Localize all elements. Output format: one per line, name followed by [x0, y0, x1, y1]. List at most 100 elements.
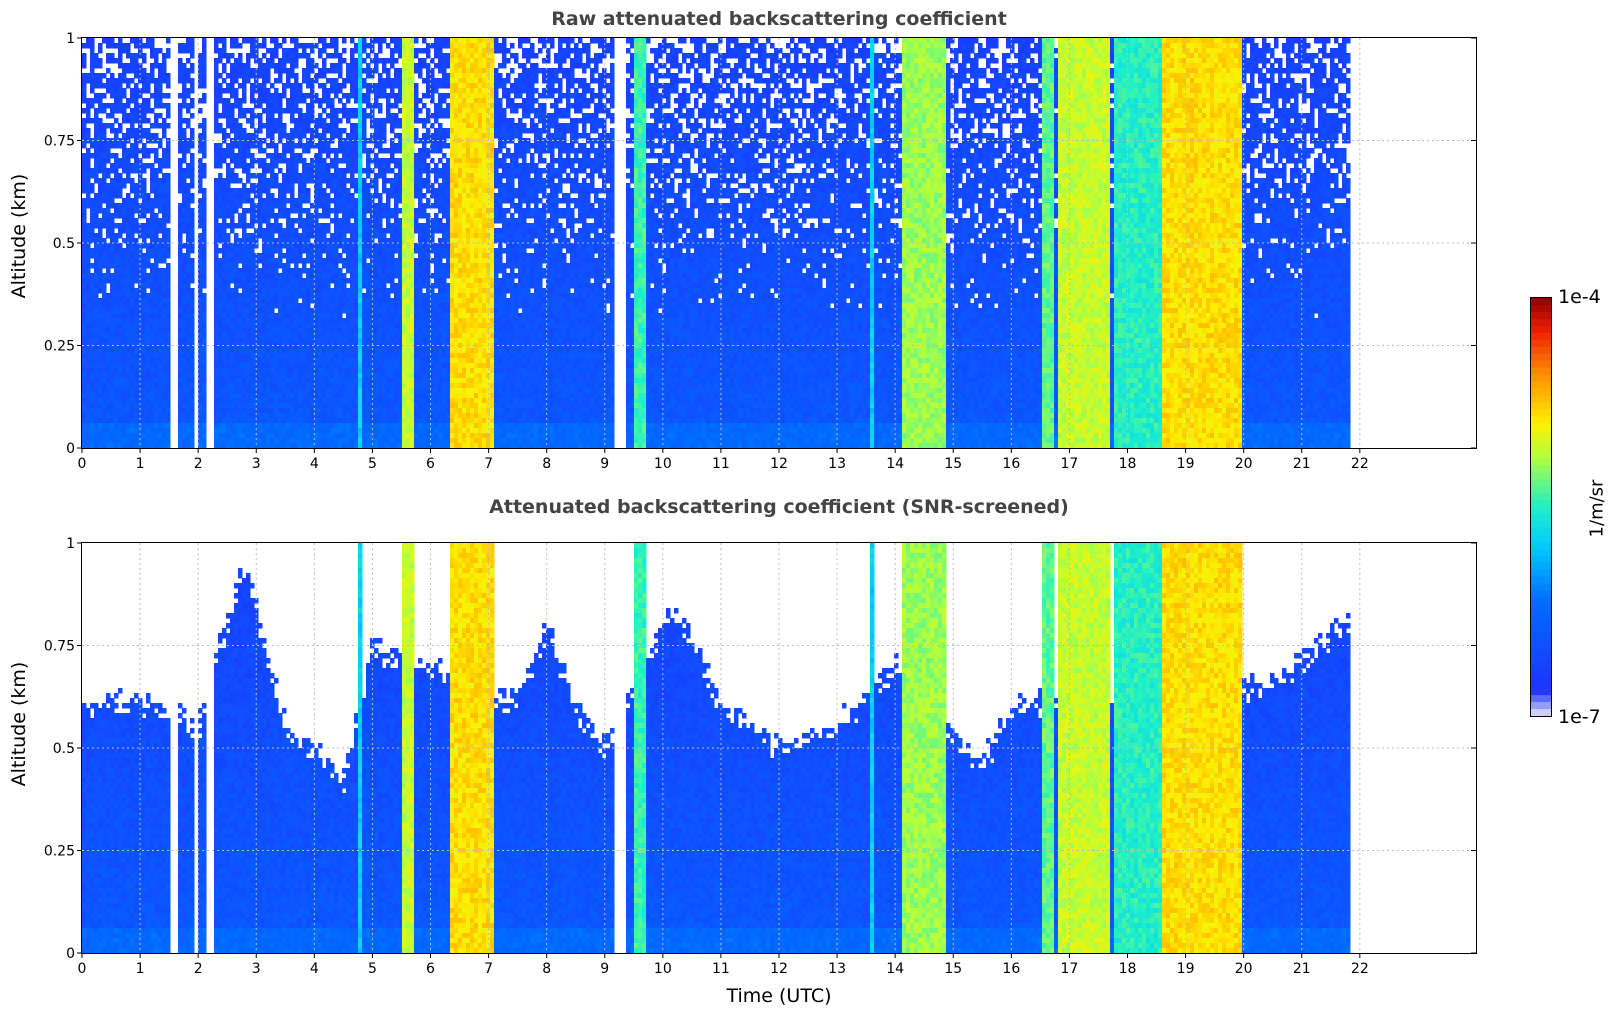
- heatmap-cell: [298, 158, 303, 164]
- heatmap-cell: [274, 123, 279, 129]
- heatmap-cell: [158, 248, 163, 254]
- heatmap-cell: [266, 228, 271, 234]
- heatmap-cell: [114, 248, 119, 254]
- heatmap-cell: [358, 58, 363, 64]
- heatmap-cell: [106, 373, 111, 379]
- heatmap-cell: [218, 98, 223, 104]
- heatmap-cell: [374, 443, 379, 448]
- heatmap-cell: [374, 123, 379, 129]
- heatmap-cell: [302, 168, 307, 174]
- heatmap-cell: [234, 303, 239, 309]
- heatmap-cell: [218, 208, 223, 214]
- heatmap-cell: [294, 343, 299, 349]
- heatmap-cell: [114, 358, 119, 364]
- heatmap-cell: [362, 93, 367, 99]
- heatmap-cell: [346, 153, 351, 159]
- heatmap-cell: [222, 423, 227, 429]
- heatmap-cell: [102, 393, 107, 399]
- heatmap-cell: [222, 273, 227, 279]
- heatmap-cell: [130, 298, 135, 304]
- heatmap-cell: [290, 363, 295, 369]
- heatmap-cell: [334, 308, 339, 314]
- heatmap-cell: [158, 323, 163, 329]
- heatmap-cell: [270, 383, 275, 389]
- heatmap-cell: [218, 423, 223, 429]
- heatmap-cell: [238, 303, 243, 309]
- heatmap-cell: [362, 298, 367, 304]
- heatmap-cell: [138, 303, 143, 309]
- heatmap-cell: [146, 383, 151, 389]
- heatmap-cell: [286, 353, 291, 359]
- heatmap-cell: [142, 113, 147, 119]
- heatmap-cell: [298, 403, 303, 409]
- heatmap-cell: [238, 203, 243, 209]
- heatmap-cell: [238, 128, 243, 134]
- heatmap-cell: [146, 413, 151, 419]
- heatmap-cell: [294, 158, 299, 164]
- heatmap-cell: [154, 418, 159, 424]
- heatmap-cell: [354, 428, 359, 434]
- heatmap-cell: [90, 63, 95, 69]
- heatmap-cell: [122, 138, 127, 144]
- heatmap-cell: [134, 153, 139, 159]
- heatmap-cell: [270, 83, 275, 89]
- heatmap-cell: [162, 323, 167, 329]
- heatmap-cell: [342, 48, 347, 54]
- heatmap-cell: [286, 53, 291, 59]
- heatmap-cell: [118, 43, 123, 49]
- heatmap-cell: [358, 423, 363, 429]
- heatmap-cell: [82, 353, 87, 359]
- heatmap-cell: [362, 433, 367, 439]
- heatmap-cell: [302, 233, 307, 239]
- heatmap-cell: [182, 383, 187, 389]
- heatmap-cell: [190, 38, 195, 44]
- heatmap-cell: [370, 253, 375, 259]
- heatmap-cell: [154, 433, 159, 439]
- heatmap-cell: [162, 308, 167, 314]
- heatmap-cell: [94, 128, 99, 134]
- heatmap-cell: [158, 193, 163, 199]
- heatmap-cell: [190, 418, 195, 424]
- heatmap-cell: [90, 183, 95, 189]
- heatmap-cell: [270, 363, 275, 369]
- heatmap-cell: [106, 303, 111, 309]
- heatmap-cell: [274, 88, 279, 94]
- heatmap-cell: [370, 203, 375, 209]
- heatmap-cell: [102, 293, 107, 299]
- heatmap-cell: [258, 383, 263, 389]
- heatmap-cell: [150, 208, 155, 214]
- heatmap-cell: [282, 48, 287, 54]
- heatmap-cell: [302, 423, 307, 429]
- heatmap-cell: [326, 178, 331, 184]
- heatmap-cell: [342, 228, 347, 234]
- heatmap-cell: [134, 228, 139, 234]
- heatmap-cell: [114, 58, 119, 64]
- heatmap-cell: [130, 438, 135, 444]
- heatmap-cell: [294, 398, 299, 404]
- heatmap-cell: [354, 248, 359, 254]
- panel-1-plot-area: [81, 37, 1477, 449]
- heatmap-cell: [150, 38, 155, 44]
- heatmap-cell: [274, 373, 279, 379]
- heatmap-cell: [190, 223, 195, 229]
- heatmap-cell: [94, 423, 99, 429]
- heatmap-cell: [322, 223, 327, 229]
- heatmap-cell: [86, 223, 91, 229]
- heatmap-cell: [250, 163, 255, 169]
- heatmap-cell: [242, 143, 247, 149]
- heatmap-cell: [110, 438, 115, 444]
- heatmap-cell: [278, 318, 283, 324]
- heatmap-cell: [178, 308, 183, 314]
- heatmap-cell: [330, 53, 335, 59]
- heatmap-cell: [358, 113, 363, 119]
- heatmap-cell: [318, 113, 323, 119]
- heatmap-cell: [178, 443, 183, 448]
- heatmap-cell: [234, 338, 239, 344]
- heatmap-cell: [350, 173, 355, 179]
- heatmap-cell: [158, 378, 163, 384]
- heatmap-cell: [374, 98, 379, 104]
- heatmap-cell: [202, 143, 207, 149]
- heatmap-cell: [146, 443, 151, 448]
- heatmap-cell: [354, 258, 359, 264]
- heatmap-cell: [158, 358, 163, 364]
